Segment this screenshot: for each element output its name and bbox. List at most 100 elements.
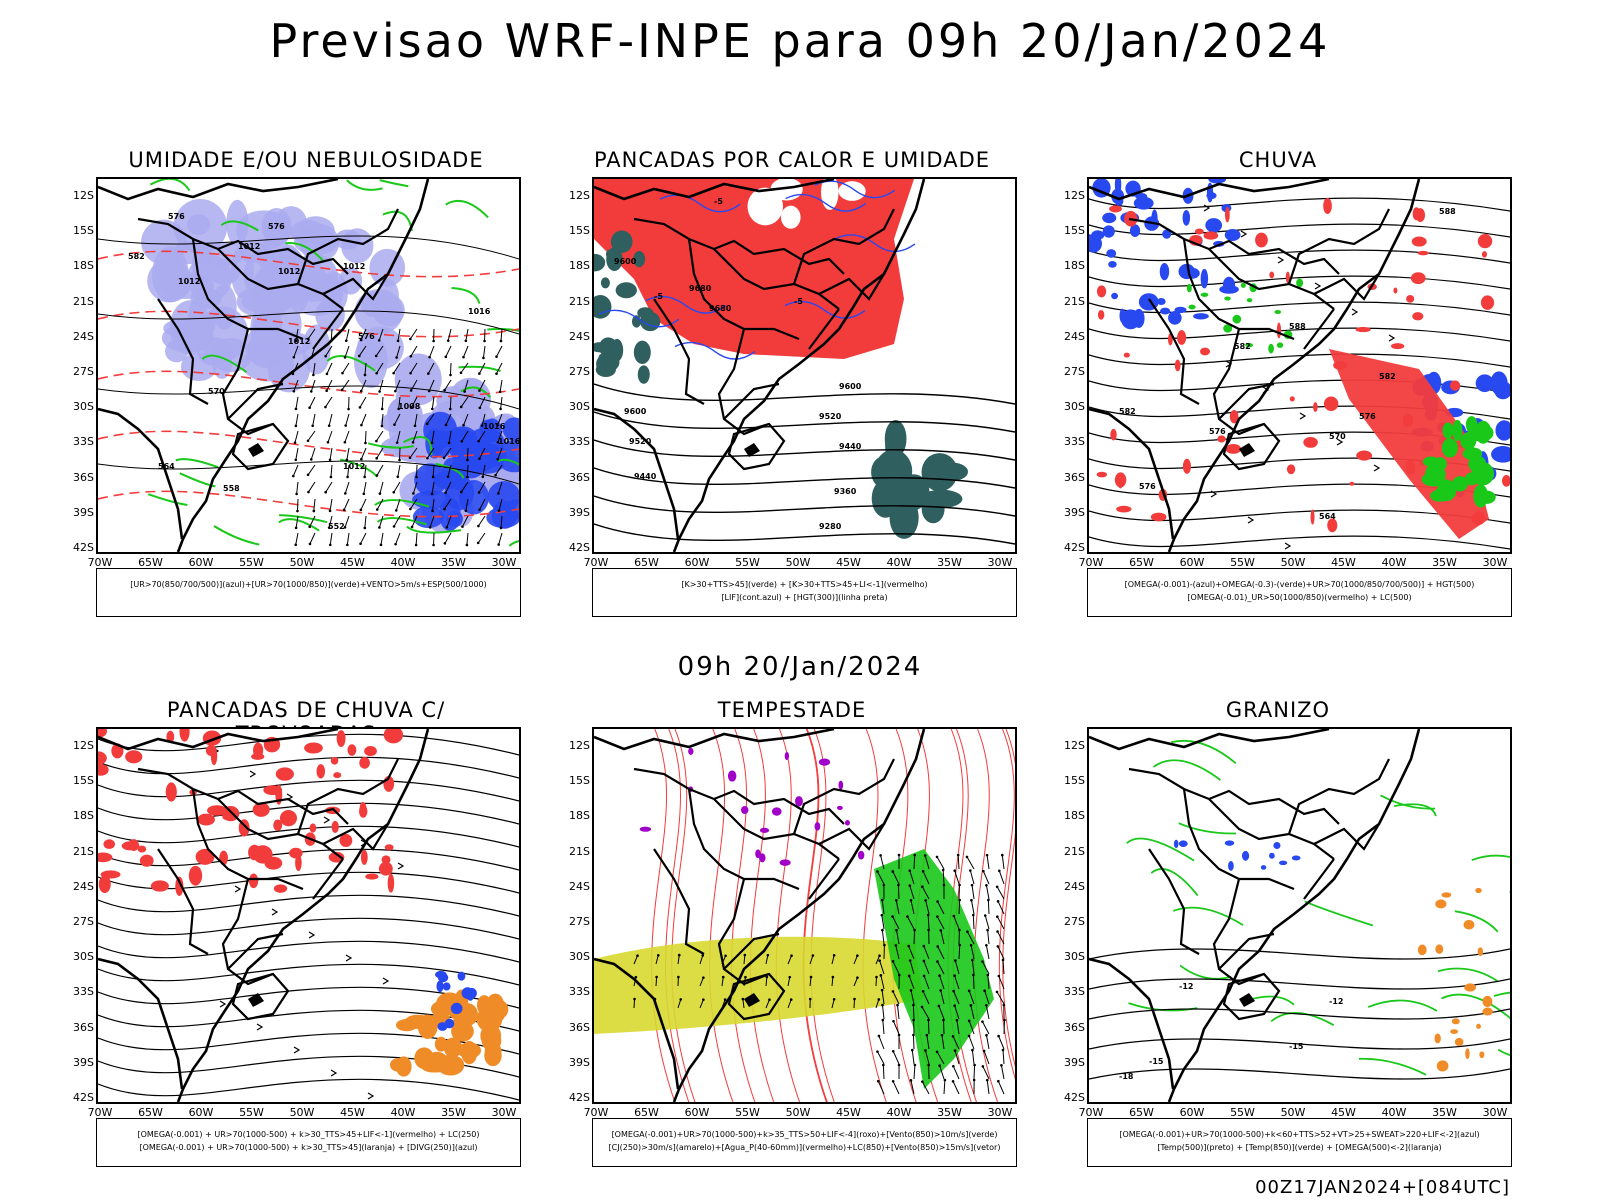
lon-tick-label: 50W bbox=[1280, 1106, 1306, 1119]
lat-tick-label: 30S bbox=[1064, 950, 1085, 964]
lon-tick-label: 70W bbox=[1078, 556, 1104, 569]
contour-label: 9520 bbox=[819, 412, 842, 421]
lon-tick-label: 70W bbox=[583, 1106, 609, 1119]
contour-label: 1016 bbox=[483, 422, 506, 431]
contour-label: 9520 bbox=[629, 437, 652, 446]
lon-tick-label: 30W bbox=[491, 556, 517, 569]
lat-tick-label: 33S bbox=[569, 985, 590, 999]
lat-tick-label: 42S bbox=[569, 1091, 590, 1104]
lat-tick-label: 24S bbox=[1064, 879, 1085, 893]
contour-label: -5 bbox=[714, 197, 723, 206]
lat-tick-label: 33S bbox=[569, 435, 590, 449]
contour-label: 9440 bbox=[839, 442, 862, 451]
lon-tick-label: 30W bbox=[987, 1106, 1013, 1119]
lon-tick-label: 55W bbox=[1230, 556, 1255, 569]
lat-tick-label: 21S bbox=[1064, 294, 1085, 308]
lon-tick-label: 70W bbox=[87, 556, 113, 569]
lat-tick-label: 12S bbox=[1064, 739, 1085, 752]
legend-pancadas-trovoadas: [OMEGA(-0.001) + UR>70(1000-500) + k>30_… bbox=[96, 1118, 521, 1167]
lon-tick-label: 35W bbox=[937, 556, 962, 569]
lat-tick-label: 42S bbox=[1064, 1091, 1085, 1104]
lat-tick-label: 21S bbox=[569, 844, 590, 858]
legend-umidade: [UR>70(850/700/500)](azul)+[UR>70(1000/8… bbox=[96, 568, 521, 617]
lat-tick-label: 27S bbox=[569, 915, 590, 928]
lon-tick-label: 40W bbox=[1381, 1106, 1407, 1119]
panel-title-pancadas-calor: PANCADAS POR CALOR E UMIDADE bbox=[593, 148, 991, 172]
lat-tick-label: 39S bbox=[73, 505, 94, 519]
contour-label: 1012 bbox=[343, 462, 365, 471]
panel-title-chuva: CHUVA bbox=[1238, 148, 1318, 172]
lat-tick-label: 21S bbox=[569, 294, 590, 308]
lat-tick-label: 24S bbox=[1064, 329, 1085, 343]
contour-label: 564 bbox=[158, 462, 175, 471]
contour-label: 570 bbox=[208, 387, 225, 396]
lon-tick-label: 55W bbox=[735, 1106, 760, 1119]
lon-tick-label: 40W bbox=[390, 1106, 416, 1119]
contour-label: 9600 bbox=[624, 407, 647, 416]
map-canvas: -12 -15 -12 -15 -18 bbox=[1089, 729, 1510, 1102]
lon-tick-label: 60W bbox=[1179, 1106, 1205, 1119]
contour-label: 1016 bbox=[498, 437, 519, 446]
contour-label: 570 bbox=[1329, 432, 1346, 441]
lat-tick-label: 24S bbox=[569, 879, 590, 893]
lat-tick-label: 18S bbox=[569, 809, 590, 823]
lat-tick-label: 24S bbox=[73, 879, 94, 893]
lon-tick-label: 40W bbox=[1381, 556, 1407, 569]
legend-tempestade: [OMEGA(-0.001)+UR>70(1000-500)+k>35_TTS>… bbox=[592, 1118, 1017, 1167]
lat-tick-label: 42S bbox=[1064, 541, 1085, 554]
lat-tick-label: 12S bbox=[73, 739, 94, 752]
lon-tick-label: 35W bbox=[1432, 556, 1457, 569]
contour-label: 588 bbox=[1289, 322, 1306, 331]
lat-tick-label: 24S bbox=[73, 329, 94, 343]
contour-label: 582 bbox=[1234, 342, 1251, 351]
lon-tick-label: 60W bbox=[188, 556, 214, 569]
lat-tick-label: 24S bbox=[569, 329, 590, 343]
legend-line: [Temp(500)](preto) + [Temp(850)](verde) … bbox=[1157, 1143, 1442, 1152]
lon-tick-label: 45W bbox=[1331, 556, 1356, 569]
map-pancadas-calor: 9600 9520 9440 9360 9280 9680 9680 9600 9600 9520… bbox=[569, 177, 1017, 569]
lat-tick-label: 33S bbox=[1064, 435, 1085, 449]
contour-label: -5 bbox=[654, 292, 663, 301]
legend-line: [OMEGA(-0.001)-(azul)+OMEGA(-0.3)-(verde… bbox=[1124, 580, 1475, 589]
lon-tick-label: 45W bbox=[836, 1106, 861, 1119]
lon-tick-label: 50W bbox=[785, 1106, 811, 1119]
lat-tick-label: 15S bbox=[73, 224, 94, 238]
lat-tick-label: 12S bbox=[73, 189, 94, 202]
lat-tick-label: 12S bbox=[569, 739, 590, 752]
map-tempestade: 12S 15S 18S 21S 24S 27S 30S 33S 36S 39S 42S 70W 65W 6… bbox=[569, 727, 1017, 1119]
legend-line: [OMEGA(-0.01)_UR>50(1000/850)(vermelho) … bbox=[1187, 593, 1412, 602]
lon-tick-label: 55W bbox=[1230, 1106, 1255, 1119]
contour-label: 1012 bbox=[238, 242, 260, 251]
lon-tick-label: 40W bbox=[390, 556, 416, 569]
contour-label: 9680 bbox=[709, 304, 732, 313]
lon-tick-label: 60W bbox=[1179, 556, 1205, 569]
contour-label: 1008 bbox=[398, 402, 421, 411]
contour-label: 9440 bbox=[634, 472, 657, 481]
contour-label: 582 bbox=[1379, 372, 1396, 381]
lon-tick-label: 70W bbox=[583, 556, 609, 569]
contour-label: 9360 bbox=[834, 487, 857, 496]
lat-tick-label: 39S bbox=[1064, 505, 1085, 519]
lon-tick-label: 30W bbox=[491, 1106, 517, 1119]
lat-tick-label: 21S bbox=[1064, 844, 1085, 858]
lon-tick-label: 50W bbox=[289, 1106, 315, 1119]
contour-label: 576 bbox=[168, 212, 185, 221]
lon-tick-label: 55W bbox=[735, 556, 760, 569]
map-granizo: -12 -15 -12 -15 -18 12S 15S 18S 21S 24S 27S 30S 33S 3… bbox=[1064, 727, 1512, 1119]
lat-tick-label: 27S bbox=[1064, 365, 1085, 378]
lon-tick-label: 55W bbox=[239, 1106, 264, 1119]
lat-tick-label: 36S bbox=[1064, 1020, 1085, 1034]
contour-label: 9680 bbox=[689, 284, 712, 293]
lat-tick-label: 12S bbox=[1064, 189, 1085, 202]
contour-label: 576 bbox=[1139, 482, 1156, 491]
lat-tick-label: 27S bbox=[73, 365, 94, 378]
lon-tick-label: 45W bbox=[340, 1106, 365, 1119]
map-umidade: 1012 1012 1012 1012 1012 1016 1016 1008 1012 1016… bbox=[73, 177, 521, 569]
lat-tick-label: 42S bbox=[73, 541, 94, 554]
contour-label: 582 bbox=[1119, 407, 1136, 416]
panel-title-granizo: GRANIZO bbox=[1225, 698, 1331, 722]
lat-tick-label: 42S bbox=[73, 1091, 94, 1104]
contour-label: 1012 bbox=[288, 337, 310, 346]
lat-tick-label: 39S bbox=[1064, 1055, 1085, 1069]
contour-label: 588 bbox=[1439, 207, 1456, 216]
